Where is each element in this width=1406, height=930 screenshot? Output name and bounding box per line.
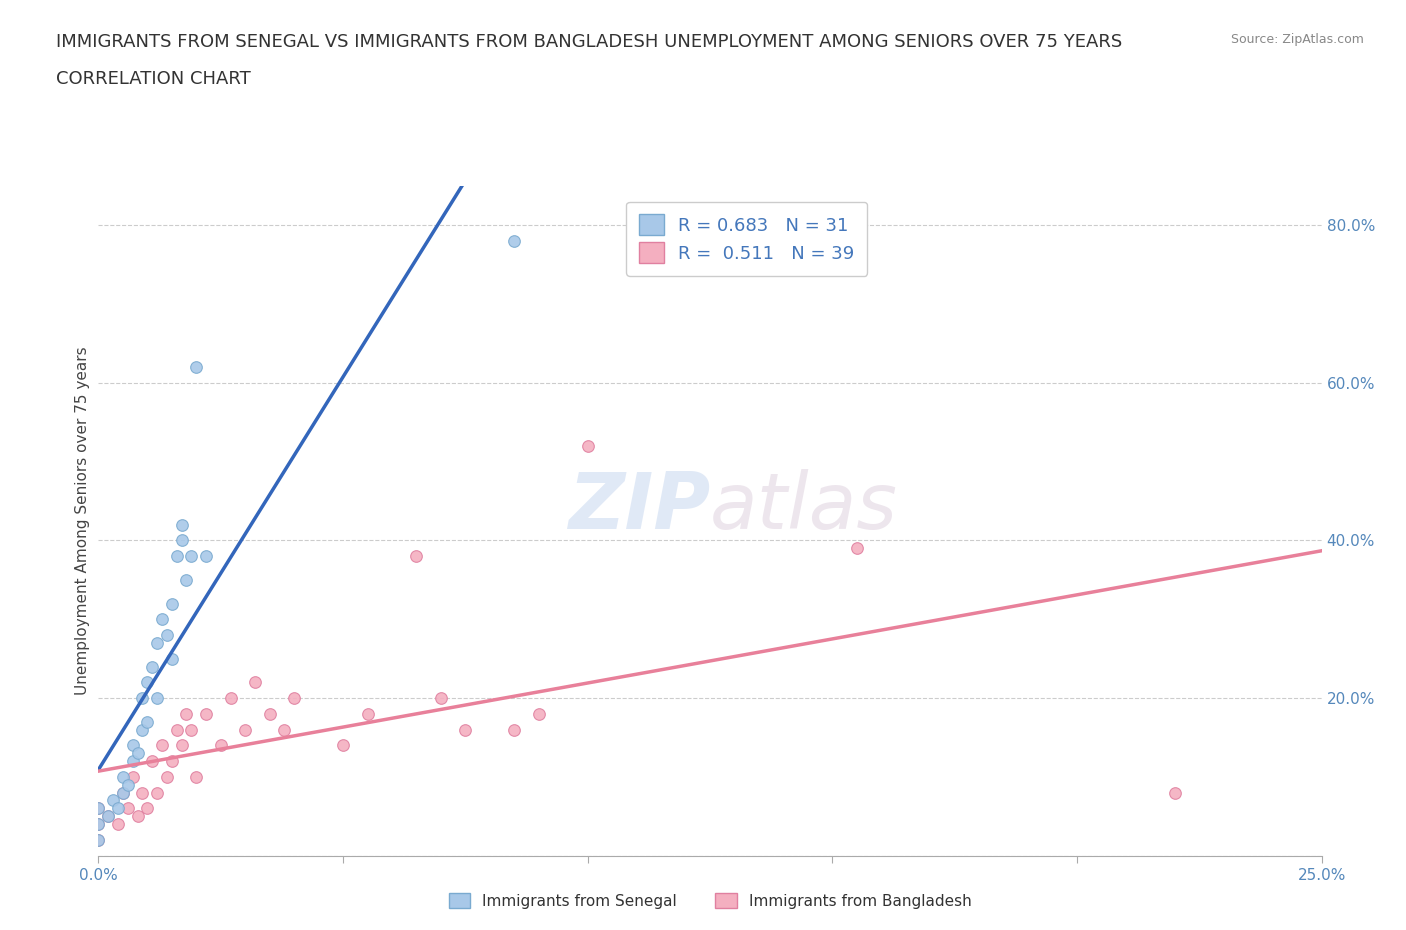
Point <box>150 737 173 752</box>
Point <box>87 801 110 816</box>
Point <box>156 628 179 643</box>
Point <box>111 769 134 784</box>
Point <box>156 769 179 784</box>
Point <box>87 832 110 847</box>
Point <box>87 817 110 831</box>
Point <box>219 691 242 706</box>
Point <box>845 541 868 556</box>
Point <box>141 753 163 768</box>
Point <box>136 801 159 816</box>
Point <box>117 801 139 816</box>
Point <box>273 722 295 737</box>
Point <box>195 707 218 722</box>
Point <box>107 817 129 831</box>
Point <box>170 737 193 752</box>
Point <box>356 707 378 722</box>
Point <box>180 549 202 564</box>
Point <box>136 714 159 729</box>
Point <box>111 785 134 800</box>
Point <box>1164 785 1187 800</box>
Point <box>186 360 208 375</box>
Point <box>121 769 143 784</box>
Text: CORRELATION CHART: CORRELATION CHART <box>56 70 252 87</box>
Point <box>160 596 183 611</box>
Point <box>127 809 149 824</box>
Point <box>166 722 188 737</box>
Point <box>97 809 120 824</box>
Point <box>160 651 183 666</box>
Point <box>243 675 266 690</box>
Point <box>150 612 173 627</box>
Point <box>430 691 453 706</box>
Point <box>146 635 169 650</box>
Point <box>209 737 232 752</box>
Point <box>141 659 163 674</box>
Point <box>503 233 526 248</box>
Point <box>131 691 153 706</box>
Point <box>166 549 188 564</box>
Point <box>180 722 202 737</box>
Legend: Immigrants from Senegal, Immigrants from Bangladesh: Immigrants from Senegal, Immigrants from… <box>443 886 977 915</box>
Point <box>136 675 159 690</box>
Point <box>454 722 477 737</box>
Point <box>195 549 218 564</box>
Point <box>146 691 169 706</box>
Point <box>121 737 143 752</box>
Text: Source: ZipAtlas.com: Source: ZipAtlas.com <box>1230 33 1364 46</box>
Point <box>87 801 110 816</box>
Point <box>107 801 129 816</box>
Point <box>186 769 208 784</box>
Point <box>576 439 599 454</box>
Point <box>527 707 550 722</box>
Text: atlas: atlas <box>710 470 898 545</box>
Text: ZIP: ZIP <box>568 470 710 545</box>
Point <box>117 777 139 792</box>
Point <box>111 785 134 800</box>
Y-axis label: Unemployment Among Seniors over 75 years: Unemployment Among Seniors over 75 years <box>75 347 90 695</box>
Point <box>233 722 256 737</box>
Point <box>131 722 153 737</box>
Point <box>259 707 281 722</box>
Point <box>146 785 169 800</box>
Point <box>176 707 198 722</box>
Point <box>101 793 124 808</box>
Point <box>170 533 193 548</box>
Text: IMMIGRANTS FROM SENEGAL VS IMMIGRANTS FROM BANGLADESH UNEMPLOYMENT AMONG SENIORS: IMMIGRANTS FROM SENEGAL VS IMMIGRANTS FR… <box>56 33 1122 50</box>
Point <box>131 785 153 800</box>
Point <box>176 573 198 588</box>
Point <box>160 753 183 768</box>
Point <box>332 737 354 752</box>
Point <box>405 549 427 564</box>
Point <box>170 517 193 532</box>
Point <box>121 753 143 768</box>
Point <box>127 746 149 761</box>
Point <box>503 722 526 737</box>
Point <box>87 832 110 847</box>
Point <box>283 691 305 706</box>
Point <box>87 817 110 831</box>
Point <box>97 809 120 824</box>
